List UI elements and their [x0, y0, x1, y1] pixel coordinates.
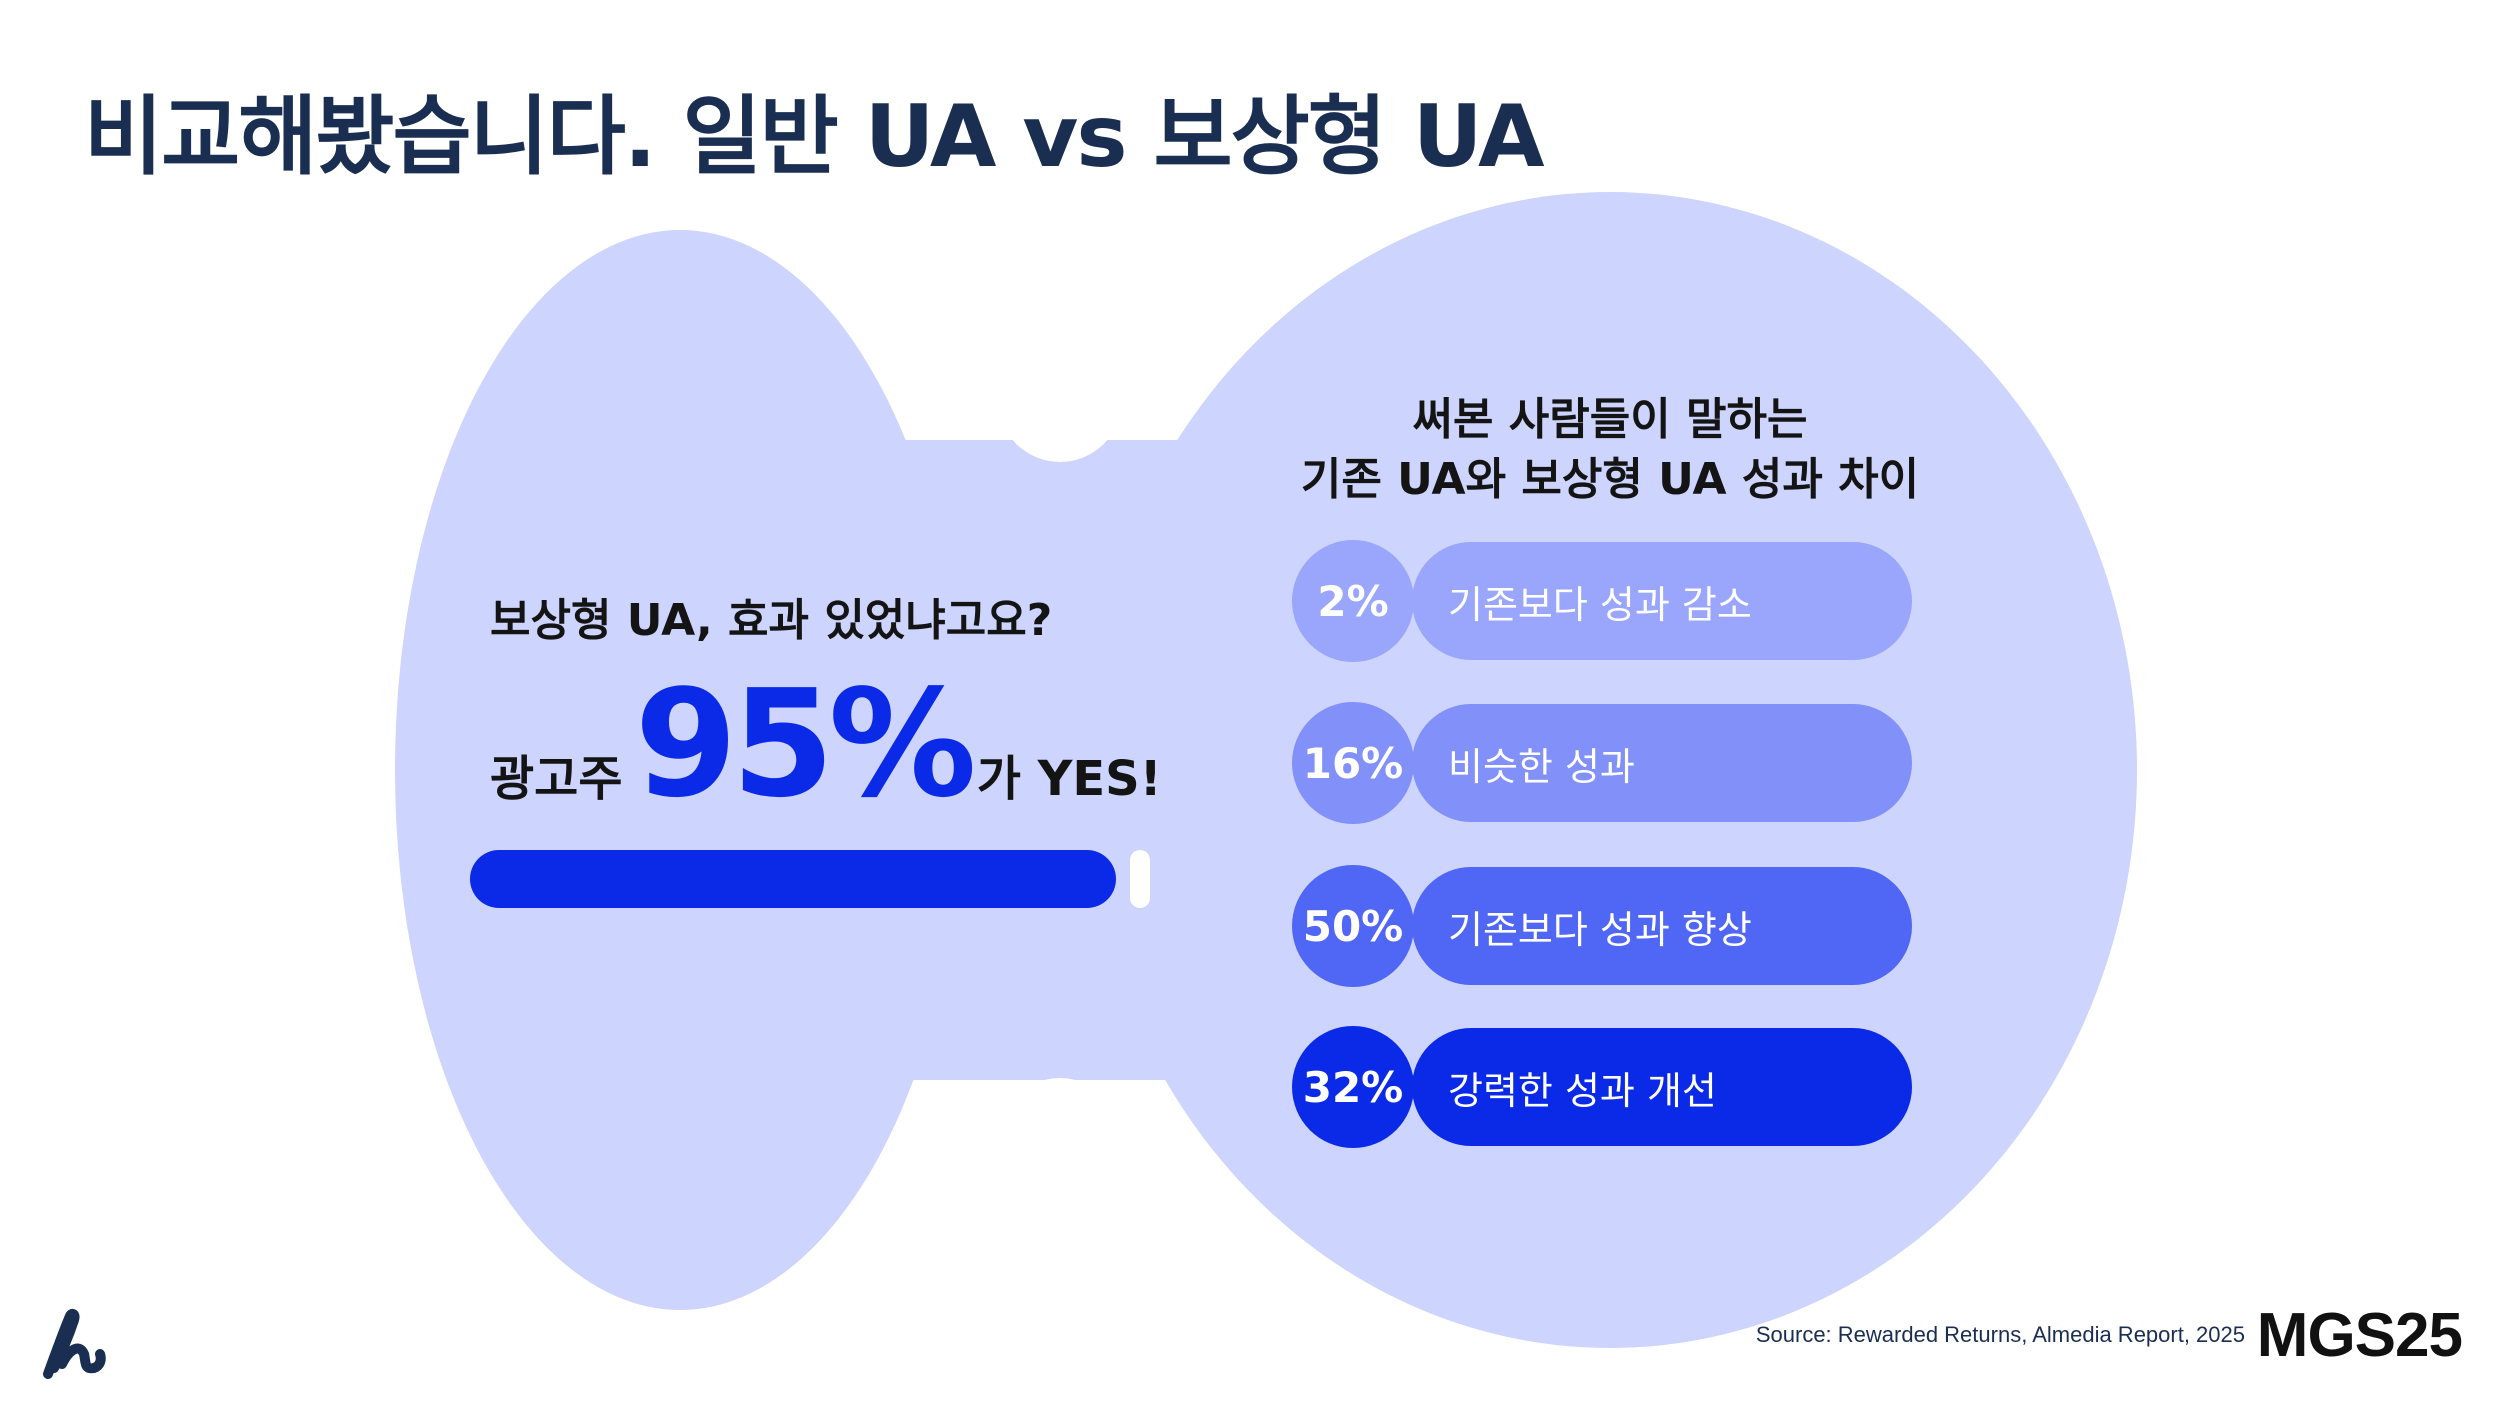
chart-bar: 기존보다 성과 감소 — [1412, 542, 1912, 660]
chart-bar-row: 강력한 성과 개선 32% — [1292, 1026, 1912, 1148]
chart-category-label: 기존보다 성과 감소 — [1448, 582, 1752, 627]
chart-title-line1: 써본 사람들이 말하는 — [1412, 394, 1808, 445]
chart-value-label: 16% — [1292, 702, 1414, 824]
chart-category-label: 기존보다 성과 향상 — [1448, 907, 1752, 952]
chart-value-label: 32% — [1292, 1026, 1414, 1148]
answer-suffix: 가 YES! — [976, 751, 1162, 807]
answer-value: 95% — [634, 658, 976, 830]
left-answer: 광고주 95% 가 YES! — [490, 658, 1162, 830]
chart-bar-row: 비슷한 성과 16% — [1292, 702, 1912, 824]
progress-bar-remainder — [1130, 850, 1150, 908]
source-note: Source: Rewarded Returns, Almedia Report… — [1755, 1322, 2245, 1347]
almedia-logo-icon — [43, 1309, 106, 1379]
answer-prefix: 광고주 — [490, 751, 623, 807]
chart-bar: 비슷한 성과 — [1412, 704, 1912, 822]
chart-category-label: 비슷한 성과 — [1448, 744, 1635, 789]
chart-bar-row: 기존보다 성과 향상 50% — [1292, 865, 1912, 987]
chart-bar: 기존보다 성과 향상 — [1412, 867, 1912, 985]
brand-logo-text: MGS25 — [2256, 1301, 2463, 1370]
chart-title-line2: 기존 UA와 보상형 UA 성과 차이 — [1300, 454, 1920, 505]
chart-value-label: 2% — [1292, 540, 1414, 662]
chart-title: 써본 사람들이 말하는 기존 UA와 보상형 UA 성과 차이 — [1230, 390, 1990, 510]
chart-bar-row: 기존보다 성과 감소 2% — [1292, 540, 1912, 662]
chart-bar: 강력한 성과 개선 — [1412, 1028, 1912, 1146]
left-question: 보상형 UA, 효과 있었냐고요? — [490, 595, 1053, 646]
chart-category-label: 강력한 성과 개선 — [1448, 1068, 1717, 1113]
chart-value-label: 50% — [1292, 865, 1414, 987]
progress-bar — [470, 850, 1150, 908]
progress-bar-fill — [470, 850, 1116, 908]
page-title: 비교해봤습니다. 일반 UA vs 보상형 UA — [84, 87, 1545, 187]
